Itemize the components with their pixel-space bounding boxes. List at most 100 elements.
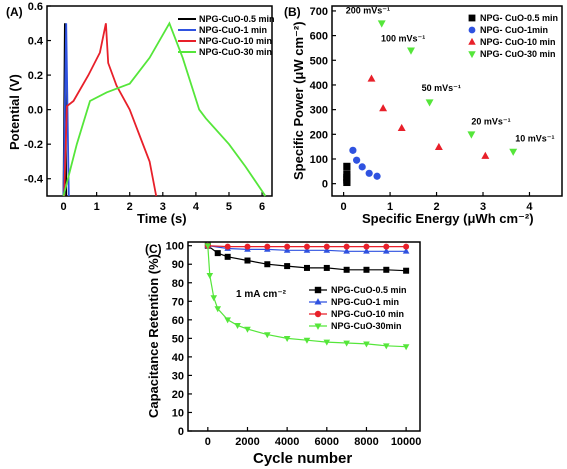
series-marker [210, 295, 218, 302]
rate-label: 200 mVs⁻¹ [346, 5, 390, 15]
scatter-point [379, 104, 388, 112]
x-tick-label: 0 [60, 201, 66, 213]
x-tick-label: 2 [433, 201, 439, 213]
series-marker [204, 243, 212, 250]
x-tick-label: 3 [160, 201, 166, 213]
series-line [62, 23, 70, 197]
series-marker [214, 250, 221, 257]
y-tick-label: 100 [310, 154, 328, 166]
panel-c-legend: NPG-CuO-0.5 min NPG-CuO-1 min NPG-CuO-10 m… [309, 285, 407, 331]
y-tick-label: 70 [172, 296, 184, 308]
panel-a-series [62, 21, 267, 197]
panel-b-xlabel: Specific Energy (μWh cm⁻²) [362, 211, 534, 226]
series-marker [382, 343, 390, 350]
x-tick-label: 2000 [235, 436, 259, 448]
series-marker [284, 243, 291, 250]
legend-marker [314, 298, 322, 305]
series-marker [284, 263, 291, 270]
panel-b-axes: 0 1 2 3 4 0 100 200 300 400 500 600 700 [310, 6, 534, 213]
y-tick-label: 0.0 [28, 105, 43, 117]
scatter-point [434, 142, 443, 151]
panel-c-ylabel: Capacitance Retention (%) [146, 254, 161, 418]
x-tick-label: 0 [341, 201, 347, 213]
panel-b-series [343, 20, 518, 187]
x-tick-label: 4 [193, 201, 200, 213]
scatter-point [358, 163, 366, 171]
series-marker [206, 272, 214, 279]
legend-label: NPG-CuO-1 min [199, 25, 267, 35]
y-tick-label: 60 [172, 315, 184, 327]
series-marker [264, 332, 271, 339]
x-tick-label: 1 [387, 201, 393, 213]
panel-b-label: (B) [284, 5, 301, 19]
x-tick-label: 3 [480, 201, 486, 213]
panel-c-series [204, 242, 410, 351]
scatter-point [425, 99, 434, 107]
y-tick-label: 0.4 [28, 36, 44, 48]
series-marker [382, 247, 390, 254]
panel-c-frame [187, 241, 421, 432]
series-marker [403, 267, 410, 274]
y-tick-label: 0 [178, 426, 184, 438]
panel-a-axes: 0 1 2 3 4 5 6 -0.4 -0.2 0.0 0.2 0.4 0.6 [24, 1, 265, 213]
x-tick-label: 6 [259, 201, 265, 213]
series-marker [363, 247, 370, 254]
series-line [62, 21, 267, 197]
y-tick-label: 50 [172, 333, 184, 345]
series-marker [303, 337, 311, 344]
scatter-point [467, 131, 476, 139]
scatter-point [367, 74, 376, 82]
y-tick-label: 600 [310, 31, 328, 43]
panel-c-annotation: 1 mA cm⁻² [236, 289, 287, 300]
x-tick-label: 5 [226, 201, 232, 213]
series-marker [264, 261, 271, 268]
y-tick-label: 30 [172, 370, 184, 382]
panel-c-label: (C) [145, 242, 162, 256]
series-marker [303, 264, 310, 271]
y-tick-label: 80 [172, 278, 184, 290]
panel-a-xlabel: Time (s) [137, 211, 187, 226]
scatter-point [377, 20, 386, 28]
series-marker [283, 246, 291, 253]
legend-label: NPG-CuO-10 min [331, 309, 404, 319]
x-tick-label: 1 [94, 201, 100, 213]
legend-label: NPG-CuO-0.5 min [199, 14, 275, 24]
legend-label: NPG-CuO-10 min [199, 36, 272, 46]
y-tick-label: 40 [172, 352, 184, 364]
panel-b-frame [331, 5, 563, 197]
y-tick-label: 20 [172, 389, 184, 401]
legend-label: NPG- CuO-0.5 min [480, 13, 558, 23]
scatter-point [343, 178, 351, 187]
panel-a: (A) 0 1 2 3 4 5 6 -0.4 -0.2 0.0 0.2 0.4 0.6 NPG-CuO-… [6, 1, 275, 226]
series-marker [402, 344, 410, 351]
panel-b: (B) 0 1 2 3 4 0 100 200 300 400 500 600 700 NPG- CuO… [284, 5, 563, 226]
y-tick-label: 700 [310, 6, 328, 18]
x-tick-label: 0 [205, 436, 211, 448]
legend-marker [468, 26, 476, 34]
scatter-point [353, 156, 361, 164]
x-tick-label: 8000 [354, 436, 378, 448]
panel-b-legend: NPG- CuO-0.5 min NPG- CuO-1min NPG- CuO-10… [468, 13, 558, 59]
series-marker [343, 340, 350, 347]
scatter-point [373, 172, 381, 180]
y-tick-label: 0 [322, 179, 328, 191]
series-marker [224, 253, 231, 260]
legend-marker [468, 37, 476, 45]
x-tick-label: 10000 [391, 436, 422, 448]
y-tick-label: 200 [310, 129, 328, 141]
legend-marker [314, 286, 322, 294]
legend-label: NPG- CuO-1min [480, 25, 548, 35]
rate-label: 100 mVs⁻¹ [381, 33, 425, 43]
series-marker [403, 243, 410, 250]
rate-label: 20 mVs⁻¹ [471, 116, 510, 126]
legend-label: NPG-CuO-1 min [331, 297, 399, 307]
legend-label: NPG-CuO-0.5 min [331, 285, 407, 295]
series-marker [323, 246, 331, 253]
series-marker [343, 243, 350, 250]
legend-marker [314, 310, 322, 318]
rate-label: 50 mVs⁻¹ [422, 83, 461, 93]
series-marker [303, 243, 310, 250]
legend-label: NPG-CuO-30 min [199, 47, 272, 57]
